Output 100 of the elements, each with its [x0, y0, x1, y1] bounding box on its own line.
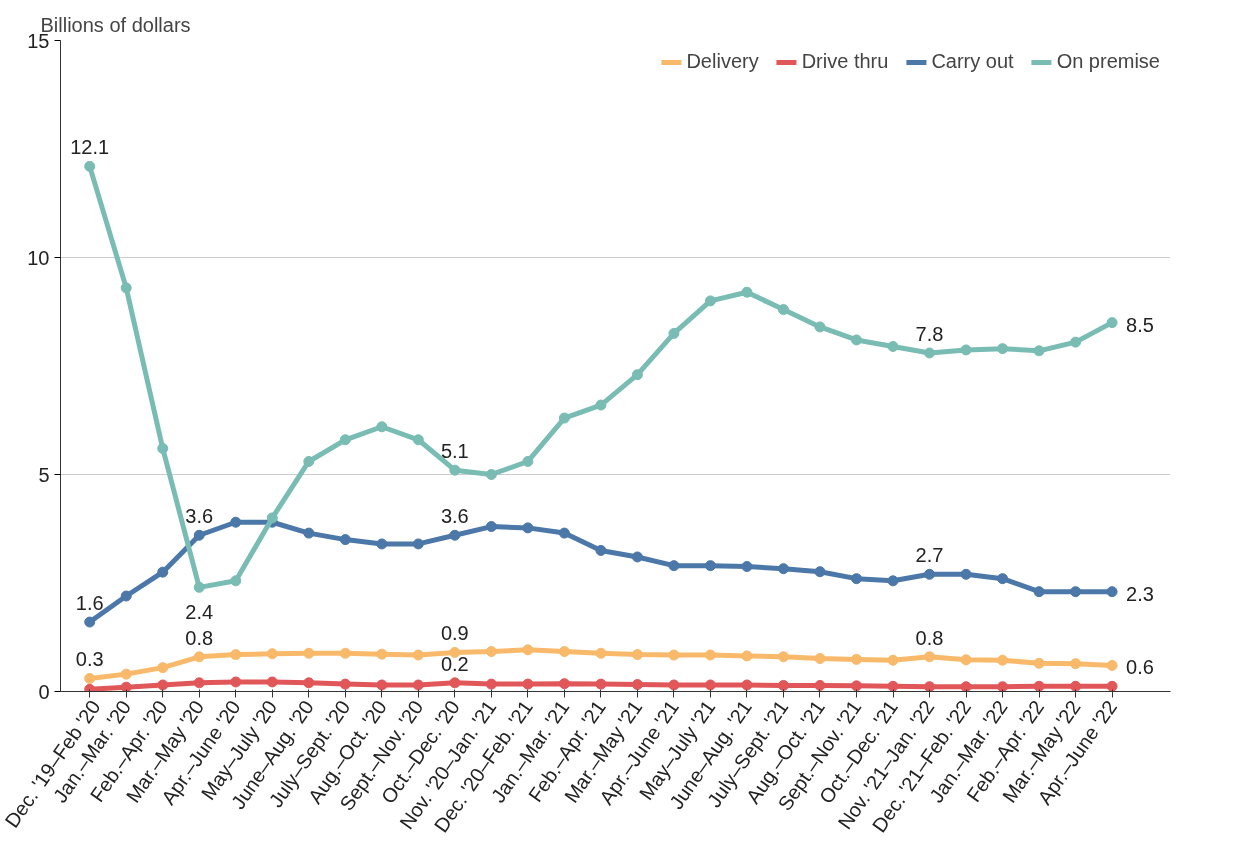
point: [303, 677, 315, 689]
point: [668, 327, 680, 339]
point: [266, 648, 278, 660]
point: [449, 464, 461, 476]
point: [1070, 586, 1082, 598]
point: [485, 469, 497, 480]
point: [485, 646, 497, 658]
point: [376, 679, 388, 691]
data-label: 2.7: [915, 544, 944, 567]
point: [924, 651, 936, 663]
point: [339, 678, 351, 690]
point: [120, 668, 132, 680]
y-tick-label: 5: [38, 463, 50, 486]
point: [1033, 586, 1045, 598]
point: [997, 573, 1009, 585]
data-label: 2.4: [185, 601, 214, 624]
point: [522, 644, 534, 656]
point: [266, 676, 278, 688]
data-label: 3.6: [440, 505, 469, 528]
point: [777, 679, 789, 691]
point: [997, 681, 1009, 692]
point: [558, 412, 570, 424]
point: [704, 649, 716, 661]
point: [558, 646, 570, 658]
point: [157, 442, 169, 454]
data-label: 0.3: [75, 648, 104, 671]
point: [449, 677, 461, 689]
point: [1106, 680, 1118, 692]
point: [230, 516, 242, 528]
point: [339, 534, 351, 546]
point: [1106, 317, 1118, 329]
point: [522, 455, 534, 467]
data-label: 0.6: [1126, 656, 1154, 679]
point: [704, 295, 716, 307]
point: [850, 573, 862, 585]
point: [924, 681, 936, 692]
point: [631, 551, 643, 563]
point: [412, 679, 424, 691]
point: [303, 647, 315, 659]
point: [230, 575, 242, 587]
point: [376, 421, 388, 433]
point: [997, 343, 1009, 355]
data-label: 0.2: [440, 652, 469, 675]
point: [193, 677, 205, 689]
data-label: 8.5: [1126, 313, 1154, 336]
point: [595, 678, 607, 690]
point: [631, 369, 643, 381]
point: [668, 649, 680, 661]
point: [777, 304, 789, 316]
point: [814, 321, 826, 333]
point: [522, 678, 534, 690]
data-label: 2.3: [1126, 582, 1154, 605]
point: [887, 575, 899, 587]
legend-label: Carry out: [931, 50, 1014, 73]
point: [84, 616, 96, 628]
point: [84, 683, 96, 692]
point: [1033, 345, 1045, 357]
point: [997, 654, 1009, 666]
point: [704, 679, 716, 691]
point: [741, 650, 753, 662]
point: [777, 651, 789, 663]
point: [741, 286, 753, 298]
data-label: 5.1: [440, 440, 469, 463]
point: [960, 344, 972, 356]
legend-label: On premise: [1056, 50, 1160, 73]
point: [339, 647, 351, 659]
point: [595, 647, 607, 659]
point: [631, 649, 643, 661]
point: [120, 590, 132, 602]
point: [814, 653, 826, 665]
point: [741, 679, 753, 691]
point: [960, 654, 972, 666]
legend-label: Delivery: [686, 50, 759, 73]
y-tick-label: 10: [27, 246, 50, 269]
data-label: 7.8: [915, 322, 944, 345]
point: [814, 566, 826, 578]
point: [157, 679, 169, 691]
point: [558, 678, 570, 690]
point: [668, 679, 680, 691]
point: [850, 680, 862, 692]
data-label: 0.8: [915, 626, 944, 649]
point: [887, 340, 899, 352]
point: [266, 512, 278, 524]
point: [924, 568, 936, 580]
point: [924, 347, 936, 359]
point: [193, 581, 205, 593]
point: [449, 646, 461, 658]
point: [814, 679, 826, 691]
point: [230, 676, 242, 688]
point: [960, 681, 972, 692]
point: [485, 678, 497, 690]
point: [485, 521, 497, 533]
point: [595, 544, 607, 556]
point: [1070, 336, 1082, 348]
point: [1033, 680, 1045, 692]
point: [741, 561, 753, 572]
point: [157, 566, 169, 578]
point: [631, 679, 643, 691]
point: [777, 563, 789, 575]
point: [230, 649, 242, 661]
